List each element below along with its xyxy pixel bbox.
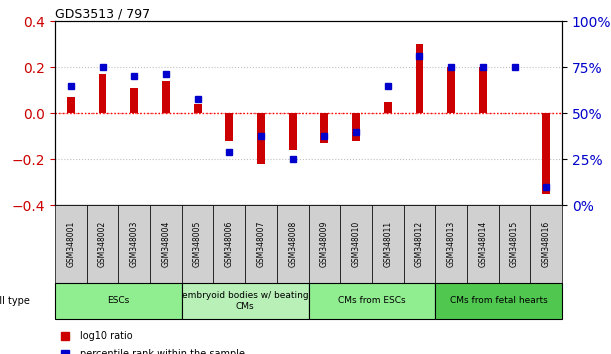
Text: percentile rank within the sample: percentile rank within the sample (81, 349, 246, 354)
Text: GSM348015: GSM348015 (510, 221, 519, 267)
FancyBboxPatch shape (530, 205, 562, 283)
Bar (194, 104, 202, 113)
Bar (289, 113, 297, 150)
FancyBboxPatch shape (435, 205, 467, 283)
Text: GSM348004: GSM348004 (161, 221, 170, 268)
FancyBboxPatch shape (309, 283, 435, 319)
FancyBboxPatch shape (150, 205, 182, 283)
Bar (98, 74, 106, 113)
Bar (130, 88, 138, 113)
FancyBboxPatch shape (404, 205, 435, 283)
FancyBboxPatch shape (467, 205, 499, 283)
Text: GSM348010: GSM348010 (351, 221, 360, 267)
FancyBboxPatch shape (372, 205, 404, 283)
Bar (162, 81, 170, 113)
Text: GSM348013: GSM348013 (447, 221, 456, 267)
FancyBboxPatch shape (435, 283, 562, 319)
Text: GSM348011: GSM348011 (383, 221, 392, 267)
Text: GSM348014: GSM348014 (478, 221, 488, 267)
FancyBboxPatch shape (340, 205, 372, 283)
Text: GSM348007: GSM348007 (257, 221, 266, 268)
Text: GSM348009: GSM348009 (320, 221, 329, 268)
FancyBboxPatch shape (87, 205, 119, 283)
Text: CMs from fetal hearts: CMs from fetal hearts (450, 296, 547, 306)
Bar (384, 102, 392, 113)
FancyBboxPatch shape (55, 283, 182, 319)
Text: GDS3513 / 797: GDS3513 / 797 (55, 7, 150, 20)
FancyBboxPatch shape (119, 205, 150, 283)
Bar (257, 113, 265, 164)
Text: GSM348001: GSM348001 (67, 221, 75, 267)
FancyBboxPatch shape (277, 205, 309, 283)
FancyBboxPatch shape (499, 205, 530, 283)
Bar (225, 113, 233, 141)
Bar (543, 113, 551, 194)
Text: embryoid bodies w/ beating
CMs: embryoid bodies w/ beating CMs (182, 291, 309, 310)
Bar (352, 113, 360, 141)
FancyBboxPatch shape (309, 205, 340, 283)
FancyBboxPatch shape (213, 205, 245, 283)
Text: GSM348005: GSM348005 (193, 221, 202, 268)
Text: GSM348008: GSM348008 (288, 221, 297, 267)
FancyBboxPatch shape (245, 205, 277, 283)
Text: GSM348003: GSM348003 (130, 221, 139, 268)
Text: GSM348012: GSM348012 (415, 221, 424, 267)
Text: ESCs: ESCs (108, 296, 130, 306)
FancyBboxPatch shape (182, 205, 213, 283)
Bar (447, 67, 455, 113)
Text: cell type: cell type (0, 296, 29, 306)
Bar (479, 67, 487, 113)
FancyBboxPatch shape (182, 283, 309, 319)
FancyBboxPatch shape (55, 205, 87, 283)
Bar (320, 113, 328, 143)
Bar (67, 97, 75, 113)
Text: GSM348006: GSM348006 (225, 221, 234, 268)
Bar (415, 44, 423, 113)
Text: log10 ratio: log10 ratio (81, 331, 133, 341)
Text: GSM348002: GSM348002 (98, 221, 107, 267)
Text: CMs from ESCs: CMs from ESCs (338, 296, 406, 306)
Text: GSM348016: GSM348016 (542, 221, 551, 267)
